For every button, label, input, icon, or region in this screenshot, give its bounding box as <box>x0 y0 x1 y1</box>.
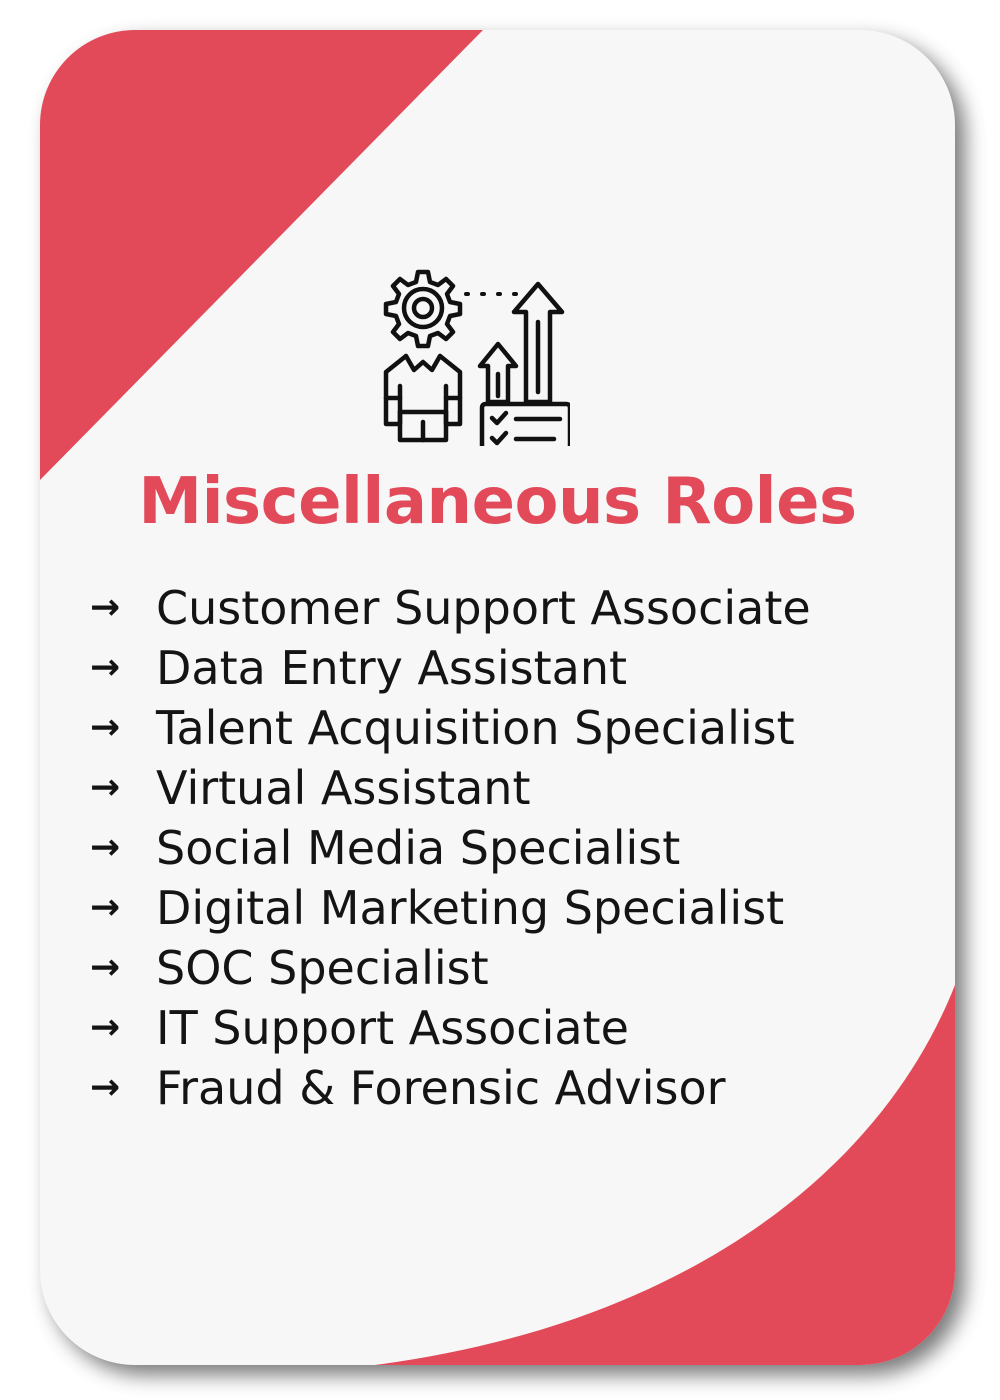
list-item: → Customer Support Associate <box>90 578 811 638</box>
tall-up-arrow-icon <box>511 281 565 405</box>
list-item: → SOC Specialist <box>90 938 811 998</box>
role-list: → Customer Support Associate → Data Entry A… <box>90 578 811 1118</box>
list-item: → Virtual Assistant <box>90 758 811 818</box>
bottom-right-accent-swoosh <box>375 985 955 1365</box>
arrow-right-icon: → <box>90 827 121 868</box>
roles-card: Miscellaneous Roles → Customer Support As… <box>40 30 955 1365</box>
list-item: → Digital Marketing Specialist <box>90 878 811 938</box>
gear-person-growth-icon <box>378 252 573 465</box>
role-label: Social Media Specialist <box>156 821 681 875</box>
arrow-right-icon: → <box>90 587 121 628</box>
checklist-icon <box>479 401 573 465</box>
card-background-decoration <box>40 30 955 1365</box>
list-item: → Fraud & Forensic Advisor <box>90 1058 811 1118</box>
top-left-accent-shape <box>40 30 483 480</box>
gear-icon <box>383 269 463 349</box>
role-label: Customer Support Associate <box>156 581 811 635</box>
arrow-right-icon: → <box>90 707 121 748</box>
list-item: → IT Support Associate <box>90 998 811 1058</box>
role-label: SOC Specialist <box>156 941 489 995</box>
role-label: Digital Marketing Specialist <box>156 881 785 935</box>
arrow-right-icon: → <box>90 947 121 988</box>
role-label: Fraud & Forensic Advisor <box>156 1061 726 1115</box>
role-label: Virtual Assistant <box>156 761 531 815</box>
person-icon <box>383 353 463 443</box>
role-label: Talent Acquisition Specialist <box>156 701 795 755</box>
arrow-right-icon: → <box>90 647 121 688</box>
arrow-right-icon: → <box>90 1067 121 1108</box>
card-title: Miscellaneous Roles <box>138 465 857 539</box>
arrow-right-icon: → <box>90 767 121 808</box>
list-item: → Data Entry Assistant <box>90 638 811 698</box>
list-item: → Social Media Specialist <box>90 818 811 878</box>
arrow-right-icon: → <box>90 887 121 928</box>
short-up-arrow-icon <box>477 341 519 405</box>
role-label: Data Entry Assistant <box>156 641 628 695</box>
arrow-right-icon: → <box>90 1007 121 1048</box>
role-label: IT Support Associate <box>156 1001 629 1055</box>
list-item: → Talent Acquisition Specialist <box>90 698 811 758</box>
